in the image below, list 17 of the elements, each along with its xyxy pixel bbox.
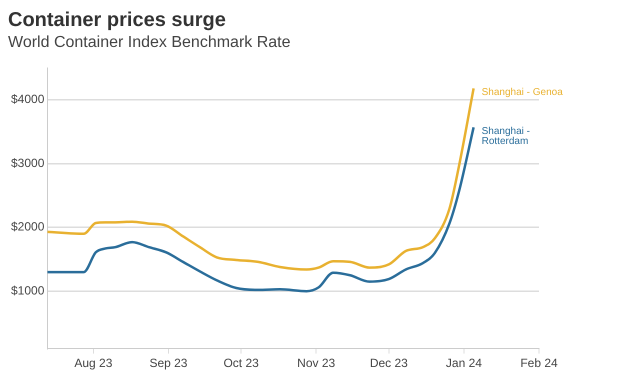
line-series bbox=[47, 87, 475, 271]
y-tick-label: $4000 bbox=[10, 92, 45, 106]
x-tick-label: Feb 24 bbox=[520, 356, 558, 370]
series-label: Shanghai - Genoa bbox=[482, 87, 564, 98]
x-tick-label: Aug 23 bbox=[74, 356, 113, 370]
series-label: Shanghai - Rotterdam bbox=[482, 126, 530, 148]
chart-subtitle: World Container Index Benchmark Rate bbox=[8, 33, 292, 53]
y-tick-label: $2000 bbox=[10, 220, 45, 234]
y-tick-label: $1000 bbox=[10, 284, 45, 298]
x-tick-label: Sep 23 bbox=[149, 356, 188, 370]
chart-title: Container prices surge bbox=[8, 8, 227, 32]
x-tick-label: Oct 23 bbox=[223, 356, 260, 370]
x-tick-label: Jan 24 bbox=[446, 356, 482, 370]
y-tick-label: $3000 bbox=[10, 156, 45, 170]
line-series bbox=[47, 126, 475, 292]
x-tick-label: Dec 23 bbox=[370, 356, 408, 370]
x-tick-label: Nov 23 bbox=[297, 356, 336, 370]
